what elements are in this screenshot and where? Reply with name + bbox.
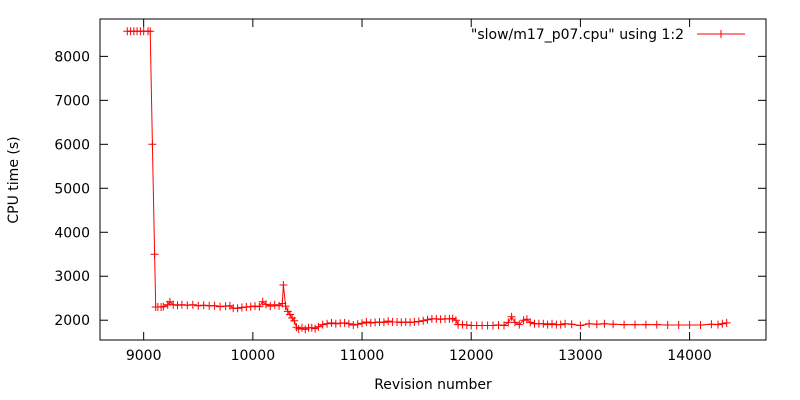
data-point bbox=[146, 27, 155, 36]
y-tick-label: 3000 bbox=[54, 269, 90, 285]
data-point bbox=[515, 320, 524, 329]
data-point bbox=[150, 250, 159, 259]
x-tick-label: 11000 bbox=[340, 348, 385, 364]
legend-series-label: "slow/m17_p07.cpu" using 1:2 bbox=[471, 27, 684, 43]
plot-frame bbox=[99, 18, 767, 341]
data-point bbox=[314, 322, 323, 331]
data-point bbox=[641, 320, 650, 329]
data-point bbox=[567, 320, 576, 329]
data-point bbox=[233, 304, 242, 313]
data-point bbox=[663, 321, 672, 329]
data-point bbox=[414, 317, 423, 326]
data-point bbox=[685, 321, 694, 329]
data-point bbox=[311, 324, 320, 333]
data-point bbox=[362, 318, 371, 326]
data-point bbox=[652, 320, 661, 329]
data-point bbox=[281, 302, 290, 311]
data-point bbox=[714, 320, 722, 329]
data-point bbox=[318, 320, 327, 329]
data-point bbox=[353, 320, 362, 329]
y-tick-label: 7000 bbox=[54, 93, 90, 109]
x-tick-label: 10000 bbox=[231, 348, 276, 364]
y-tick-label: 2000 bbox=[54, 313, 90, 329]
data-point bbox=[539, 319, 548, 328]
data-point bbox=[384, 317, 393, 326]
data-point bbox=[188, 300, 197, 309]
data-point bbox=[600, 319, 609, 328]
data-point bbox=[722, 318, 731, 327]
data-point bbox=[210, 301, 219, 310]
data-point bbox=[519, 316, 528, 325]
data-point bbox=[307, 323, 316, 332]
data-point bbox=[451, 316, 460, 325]
data-point bbox=[279, 281, 288, 289]
data-point bbox=[548, 319, 556, 328]
data-point bbox=[620, 320, 629, 329]
series-line bbox=[127, 30, 727, 330]
data-point bbox=[301, 325, 310, 334]
x-axis-ticks: 9000 10000 11000 12000 13000 14000 bbox=[126, 19, 712, 364]
data-point bbox=[507, 312, 516, 321]
data-point bbox=[255, 302, 264, 311]
y-tick-label: 6000 bbox=[54, 137, 90, 153]
data-point bbox=[327, 318, 336, 327]
data-point bbox=[358, 319, 366, 328]
data-point bbox=[510, 318, 519, 327]
x-tick-label: 14000 bbox=[667, 348, 712, 364]
data-point bbox=[592, 320, 601, 329]
data-point bbox=[419, 316, 428, 325]
data-point bbox=[718, 319, 727, 328]
y-tick-label: 8000 bbox=[54, 49, 90, 65]
data-point bbox=[344, 319, 353, 328]
y-tick-label: 5000 bbox=[54, 181, 90, 197]
series-group bbox=[123, 27, 731, 334]
legend: "slow/m17_p07.cpu" using 1:2 bbox=[471, 27, 745, 43]
data-point bbox=[262, 300, 270, 309]
y-axis-title: CPU time (s) bbox=[6, 136, 22, 223]
data-point bbox=[270, 300, 279, 309]
data-point bbox=[423, 315, 432, 324]
data-point bbox=[323, 319, 332, 328]
x-tick-label: 9000 bbox=[126, 348, 162, 364]
data-point bbox=[556, 320, 565, 329]
data-point bbox=[543, 320, 552, 329]
data-point bbox=[159, 302, 168, 311]
data-point bbox=[576, 321, 585, 330]
data-point bbox=[148, 140, 157, 149]
y-axis-ticks: 2000 3000 4000 5000 6000 7000 8000 bbox=[54, 49, 766, 329]
data-point bbox=[340, 318, 349, 327]
data-point bbox=[290, 316, 299, 325]
data-point bbox=[526, 318, 535, 327]
data-point bbox=[448, 314, 457, 323]
data-point bbox=[349, 321, 358, 329]
data-point bbox=[585, 319, 594, 328]
legend-series-marker bbox=[717, 30, 725, 38]
x-tick-label: 13000 bbox=[558, 348, 603, 364]
x-axis-title: Revision number bbox=[374, 377, 492, 393]
data-point bbox=[266, 302, 275, 311]
data-point bbox=[696, 321, 705, 329]
x-tick-label: 12000 bbox=[449, 348, 494, 364]
data-point bbox=[674, 321, 683, 329]
data-point bbox=[379, 318, 388, 327]
data-point bbox=[631, 320, 639, 329]
data-point bbox=[500, 321, 508, 330]
y-tick-label: 4000 bbox=[54, 225, 90, 241]
data-point bbox=[609, 320, 618, 329]
